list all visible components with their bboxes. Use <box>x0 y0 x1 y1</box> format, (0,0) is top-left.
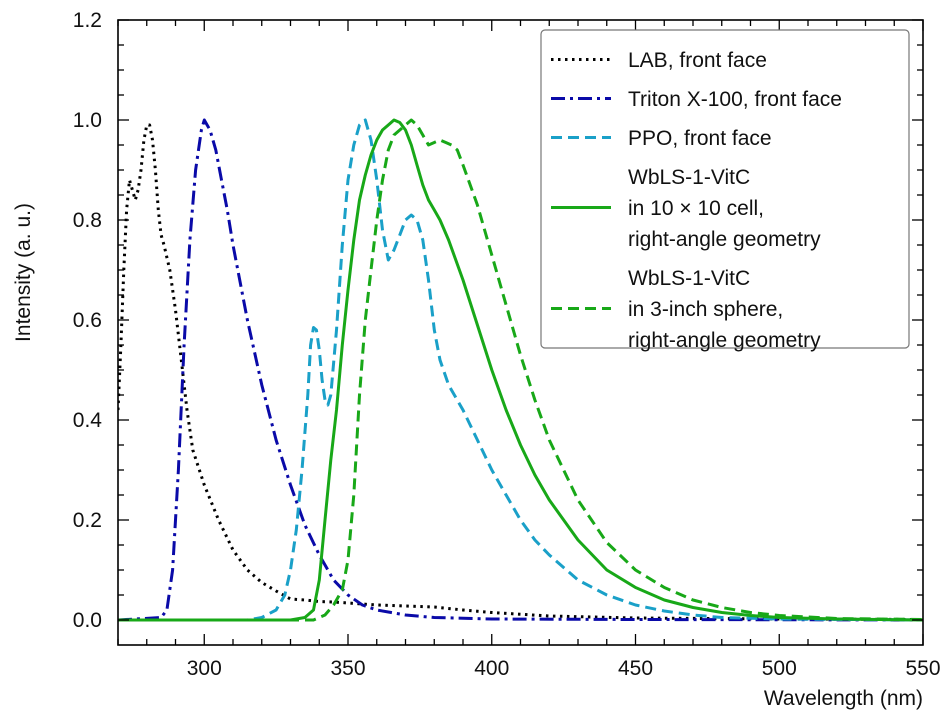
legend-label: right-angle geometry <box>628 329 821 352</box>
legend-label: PPO, front face <box>628 127 772 150</box>
y-axis-title: Intensity (a. u.) <box>12 203 35 342</box>
x-tick-label: 400 <box>474 657 509 680</box>
legend-label: in 10 × 10 cell, <box>628 197 764 220</box>
legend-label: WbLS-1-VitC <box>628 267 750 290</box>
x-tick-label: 450 <box>618 657 653 680</box>
y-tick-label: 1.0 <box>73 109 102 132</box>
legend-label: in 3-inch sphere, <box>628 298 783 321</box>
y-tick-label: 0.8 <box>73 209 102 232</box>
x-tick-label: 350 <box>330 657 365 680</box>
series-layer <box>118 118 923 622</box>
series-line-2 <box>118 118 923 622</box>
legend-box <box>540 29 910 349</box>
tick-labels: 300 350 400 450 500 550 0.0 0.2 0.4 0.6 0.8 1.0 1.2 <box>73 9 941 680</box>
x-tick-label: 500 <box>762 657 797 680</box>
x-tick-label: 300 <box>187 657 222 680</box>
y-tick-label: 0.4 <box>73 409 103 432</box>
y-tick-label: 0.0 <box>73 609 102 632</box>
y-tick-label: 0.2 <box>73 509 102 532</box>
legend-label: LAB, front face <box>628 49 767 72</box>
legend-label: Triton X-100, front face <box>628 88 842 111</box>
series-line-1 <box>118 118 923 622</box>
series-line-4 <box>118 118 923 622</box>
legend: LAB, front face Triton X-100, front face P… <box>540 29 910 352</box>
y-tick-label: 0.6 <box>73 309 102 332</box>
x-axis-title: Wavelength (nm) <box>764 687 923 710</box>
x-tick-label: 550 <box>905 657 940 680</box>
axis-ticks <box>117 19 924 645</box>
legend-label: WbLS-1-VitC <box>628 166 750 189</box>
series-line-0 <box>118 123 923 621</box>
series-line-3 <box>118 118 923 622</box>
y-tick-label: 1.2 <box>73 9 102 32</box>
legend-label: right-angle geometry <box>628 228 821 251</box>
